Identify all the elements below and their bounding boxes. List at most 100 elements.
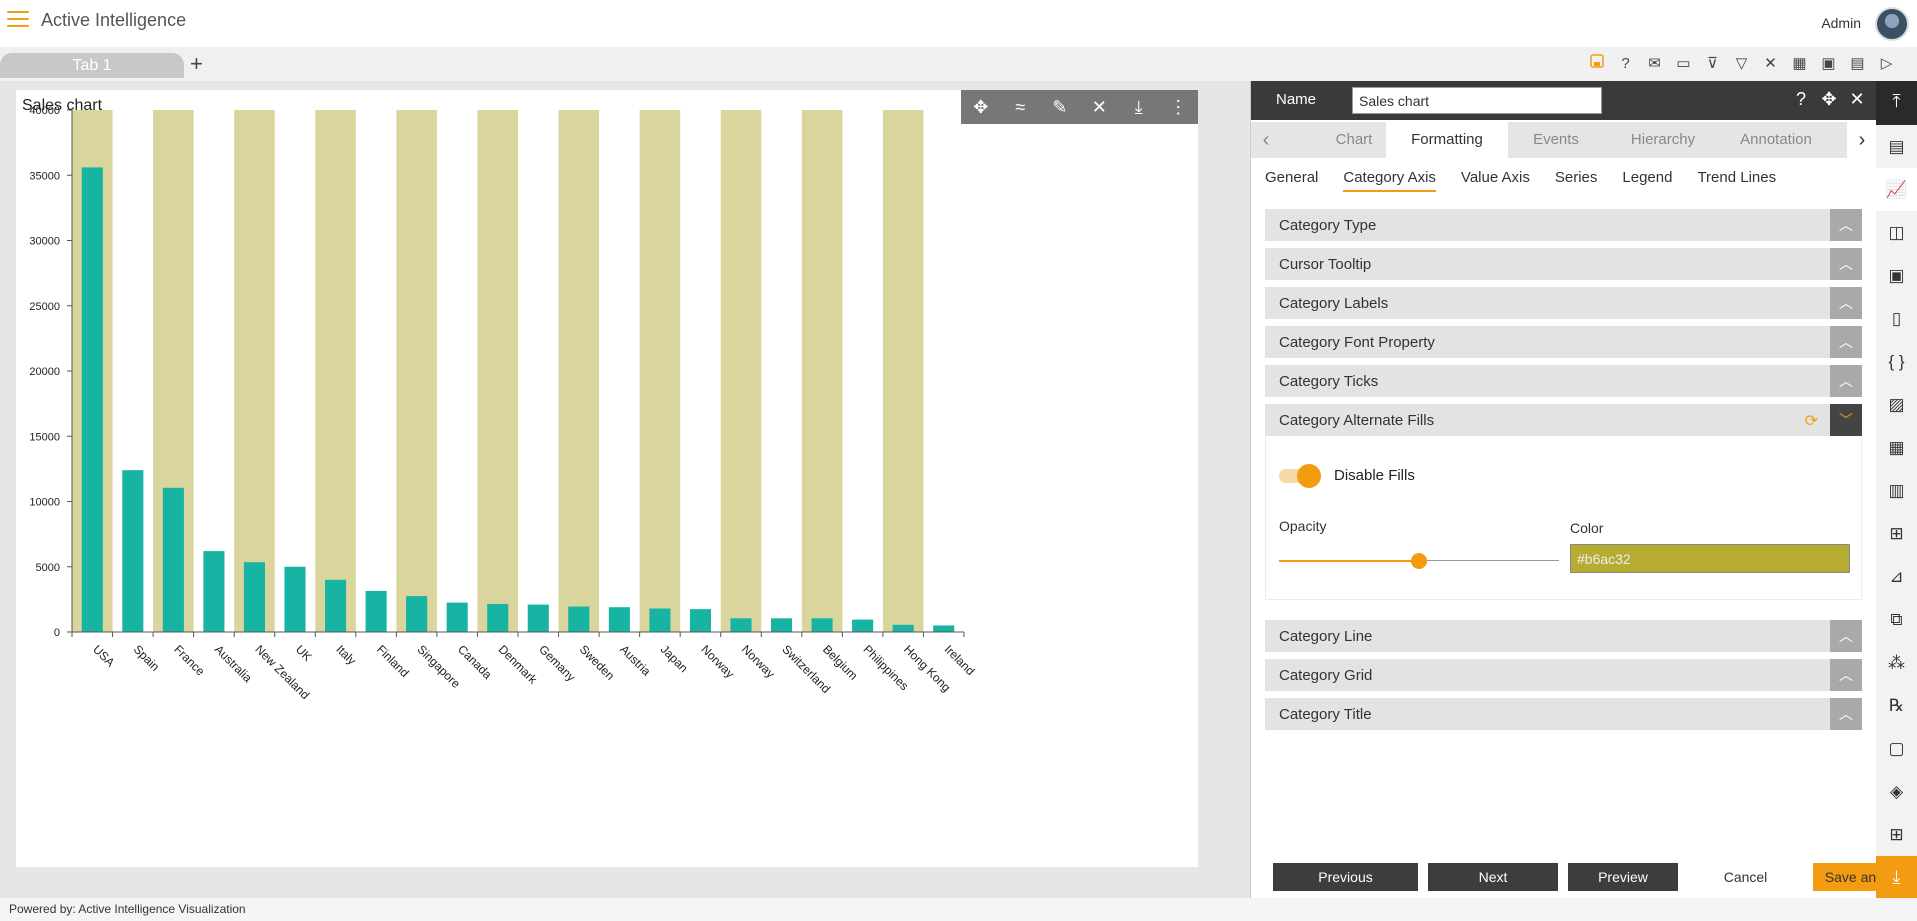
chevron-down-icon[interactable]: ﹀: [1830, 404, 1862, 436]
download-icon[interactable]: ⤓: [1134, 96, 1143, 117]
table-icon[interactable]: ▦: [1888, 438, 1905, 457]
chevron-up-icon[interactable]: ︿: [1830, 365, 1862, 397]
layers-icon[interactable]: ◈: [1889, 782, 1904, 801]
subtab-general[interactable]: General: [1265, 169, 1319, 186]
map-icon[interactable]: ◫: [1888, 223, 1905, 242]
settings-icon[interactable]: ✕: [1764, 55, 1777, 72]
bar: [649, 608, 671, 632]
section-category-line[interactable]: Category Line ︿: [1265, 620, 1862, 652]
opacity-slider[interactable]: [1279, 553, 1559, 569]
bar: [325, 579, 347, 632]
section-category-title[interactable]: Category Title ︿: [1265, 698, 1862, 730]
x-tick-label: Finland: [374, 642, 412, 680]
bar: [568, 606, 590, 632]
properties-panel: Name ? ✥ ✕ ‹ Chart Formatting Events Hie…: [1250, 81, 1917, 898]
section-category-font-property[interactable]: Category Font Property ︿: [1265, 326, 1862, 358]
chart-icon[interactable]: 📈: [1876, 168, 1917, 211]
preview-button[interactable]: Preview: [1568, 863, 1678, 891]
help-icon[interactable]: ?: [1621, 55, 1630, 72]
chart-list-icon[interactable]: ▤: [1888, 137, 1905, 156]
chevron-up-icon[interactable]: ︿: [1830, 659, 1862, 691]
draw-icon[interactable]: ≈: [1015, 96, 1026, 117]
user-name[interactable]: Admin: [1821, 15, 1861, 31]
subtab-legend[interactable]: Legend: [1622, 169, 1673, 186]
more-icon[interactable]: ⋮: [1169, 96, 1188, 117]
play-icon[interactable]: ▷: [1880, 55, 1893, 72]
avatar[interactable]: [1875, 7, 1909, 41]
bar: [81, 167, 103, 633]
braces-icon[interactable]: { }: [1888, 352, 1905, 371]
section-category-grid[interactable]: Category Grid ︿: [1265, 659, 1862, 691]
tab-events[interactable]: Events: [1533, 131, 1579, 148]
rx-icon[interactable]: ℞: [1888, 696, 1905, 715]
mail-icon[interactable]: ✉: [1648, 55, 1661, 72]
add-tab-icon[interactable]: +: [190, 51, 203, 76]
hamburger-menu-icon[interactable]: [7, 11, 29, 29]
next-button[interactable]: Next: [1428, 863, 1558, 891]
section-label: Cursor Tooltip: [1279, 256, 1372, 273]
tab-chart[interactable]: Chart: [1335, 131, 1373, 148]
image-icon[interactable]: ▨: [1888, 395, 1905, 414]
alternate-fill-band: [558, 110, 600, 632]
chart-card[interactable]: 0 5000 10000 15000 20000 25000 30000 35000 40000…: [16, 90, 1198, 867]
chevron-up-icon[interactable]: ︿: [1830, 698, 1862, 730]
clipboard-icon[interactable]: ▢: [1888, 739, 1905, 758]
previous-button[interactable]: Previous: [1273, 863, 1418, 891]
bar: [365, 590, 387, 632]
tab-annotation[interactable]: Annotation: [1740, 131, 1812, 148]
subtab-category-axis[interactable]: Category Axis: [1343, 169, 1436, 192]
display-icon[interactable]: ▣: [1821, 55, 1836, 72]
document-settings-icon[interactable]: ▣: [1888, 266, 1905, 285]
bar: [406, 596, 428, 632]
x-tick-label: UK: [293, 642, 315, 664]
report-icon[interactable]: ▥: [1888, 481, 1905, 500]
x-tick-label: Gemany: [536, 642, 578, 684]
cubes-icon[interactable]: ⁂: [1888, 653, 1905, 672]
section-category-labels[interactable]: Category Labels ︿: [1265, 287, 1862, 319]
cancel-button[interactable]: Cancel: [1688, 863, 1803, 891]
help-icon[interactable]: ?: [1795, 89, 1806, 109]
filter-icon[interactable]: ▽: [1735, 55, 1748, 72]
clear-filter-icon[interactable]: ⊽: [1707, 55, 1718, 72]
chevron-up-icon[interactable]: ︿: [1830, 287, 1862, 319]
name-input[interactable]: [1352, 87, 1602, 114]
section-category-ticks[interactable]: Category Ticks ︿: [1265, 365, 1862, 397]
devices-icon[interactable]: ▤: [1850, 55, 1865, 72]
opacity-slider-handle[interactable]: [1411, 553, 1427, 569]
collapse-down-icon[interactable]: ⤓: [1876, 856, 1917, 898]
subtab-series[interactable]: Series: [1554, 169, 1598, 186]
edit-icon[interactable]: ✎: [1052, 96, 1068, 117]
tab-formatting[interactable]: Formatting: [1386, 122, 1508, 158]
tab-hierarchy[interactable]: Hierarchy: [1630, 131, 1696, 148]
close-icon[interactable]: ✕: [1849, 89, 1865, 109]
chevron-up-icon[interactable]: ︿: [1830, 248, 1862, 280]
color-input[interactable]: #b6ac32: [1570, 544, 1850, 573]
tabs-scroll-right-icon[interactable]: ›: [1847, 122, 1877, 158]
move-icon[interactable]: ✥: [973, 96, 989, 117]
document-icon[interactable]: ▯: [1891, 309, 1902, 328]
tab-1[interactable]: Tab 1: [0, 53, 184, 78]
y-tick-label: 15000: [29, 431, 60, 443]
grid-icon[interactable]: ▦: [1792, 55, 1807, 72]
chevron-up-icon[interactable]: ︿: [1830, 209, 1862, 241]
section-category-type[interactable]: Category Type ︿: [1265, 209, 1862, 241]
disable-fills-toggle[interactable]: [1279, 464, 1323, 488]
copy-icon[interactable]: ⧉: [1890, 610, 1903, 629]
line-chart-icon[interactable]: ⊿: [1889, 567, 1904, 586]
chevron-up-icon[interactable]: ︿: [1830, 326, 1862, 358]
save-icon[interactable]: [1586, 53, 1607, 74]
chevron-up-icon[interactable]: ︿: [1830, 620, 1862, 652]
tools-icon[interactable]: ✕: [1091, 96, 1107, 117]
section-cursor-tooltip[interactable]: Cursor Tooltip ︿: [1265, 248, 1862, 280]
y-tick-label: 30000: [29, 236, 60, 248]
subtab-trend-lines[interactable]: Trend Lines: [1697, 169, 1777, 186]
collapse-up-icon[interactable]: ⤒: [1876, 81, 1917, 125]
subtab-value-axis[interactable]: Value Axis: [1460, 169, 1530, 186]
tabs-scroll-left-icon[interactable]: ‹: [1262, 129, 1270, 151]
refresh-icon[interactable]: ⟳: [1804, 413, 1818, 430]
comment-icon[interactable]: ▭: [1676, 55, 1691, 72]
move-icon[interactable]: ✥: [1821, 89, 1837, 109]
widgets-icon[interactable]: ⊞: [1889, 825, 1904, 844]
hierarchy-icon[interactable]: ⊞: [1889, 524, 1904, 543]
section-category-alternate-fills[interactable]: Category Alternate Fills ⟳ ﹀: [1265, 404, 1862, 436]
